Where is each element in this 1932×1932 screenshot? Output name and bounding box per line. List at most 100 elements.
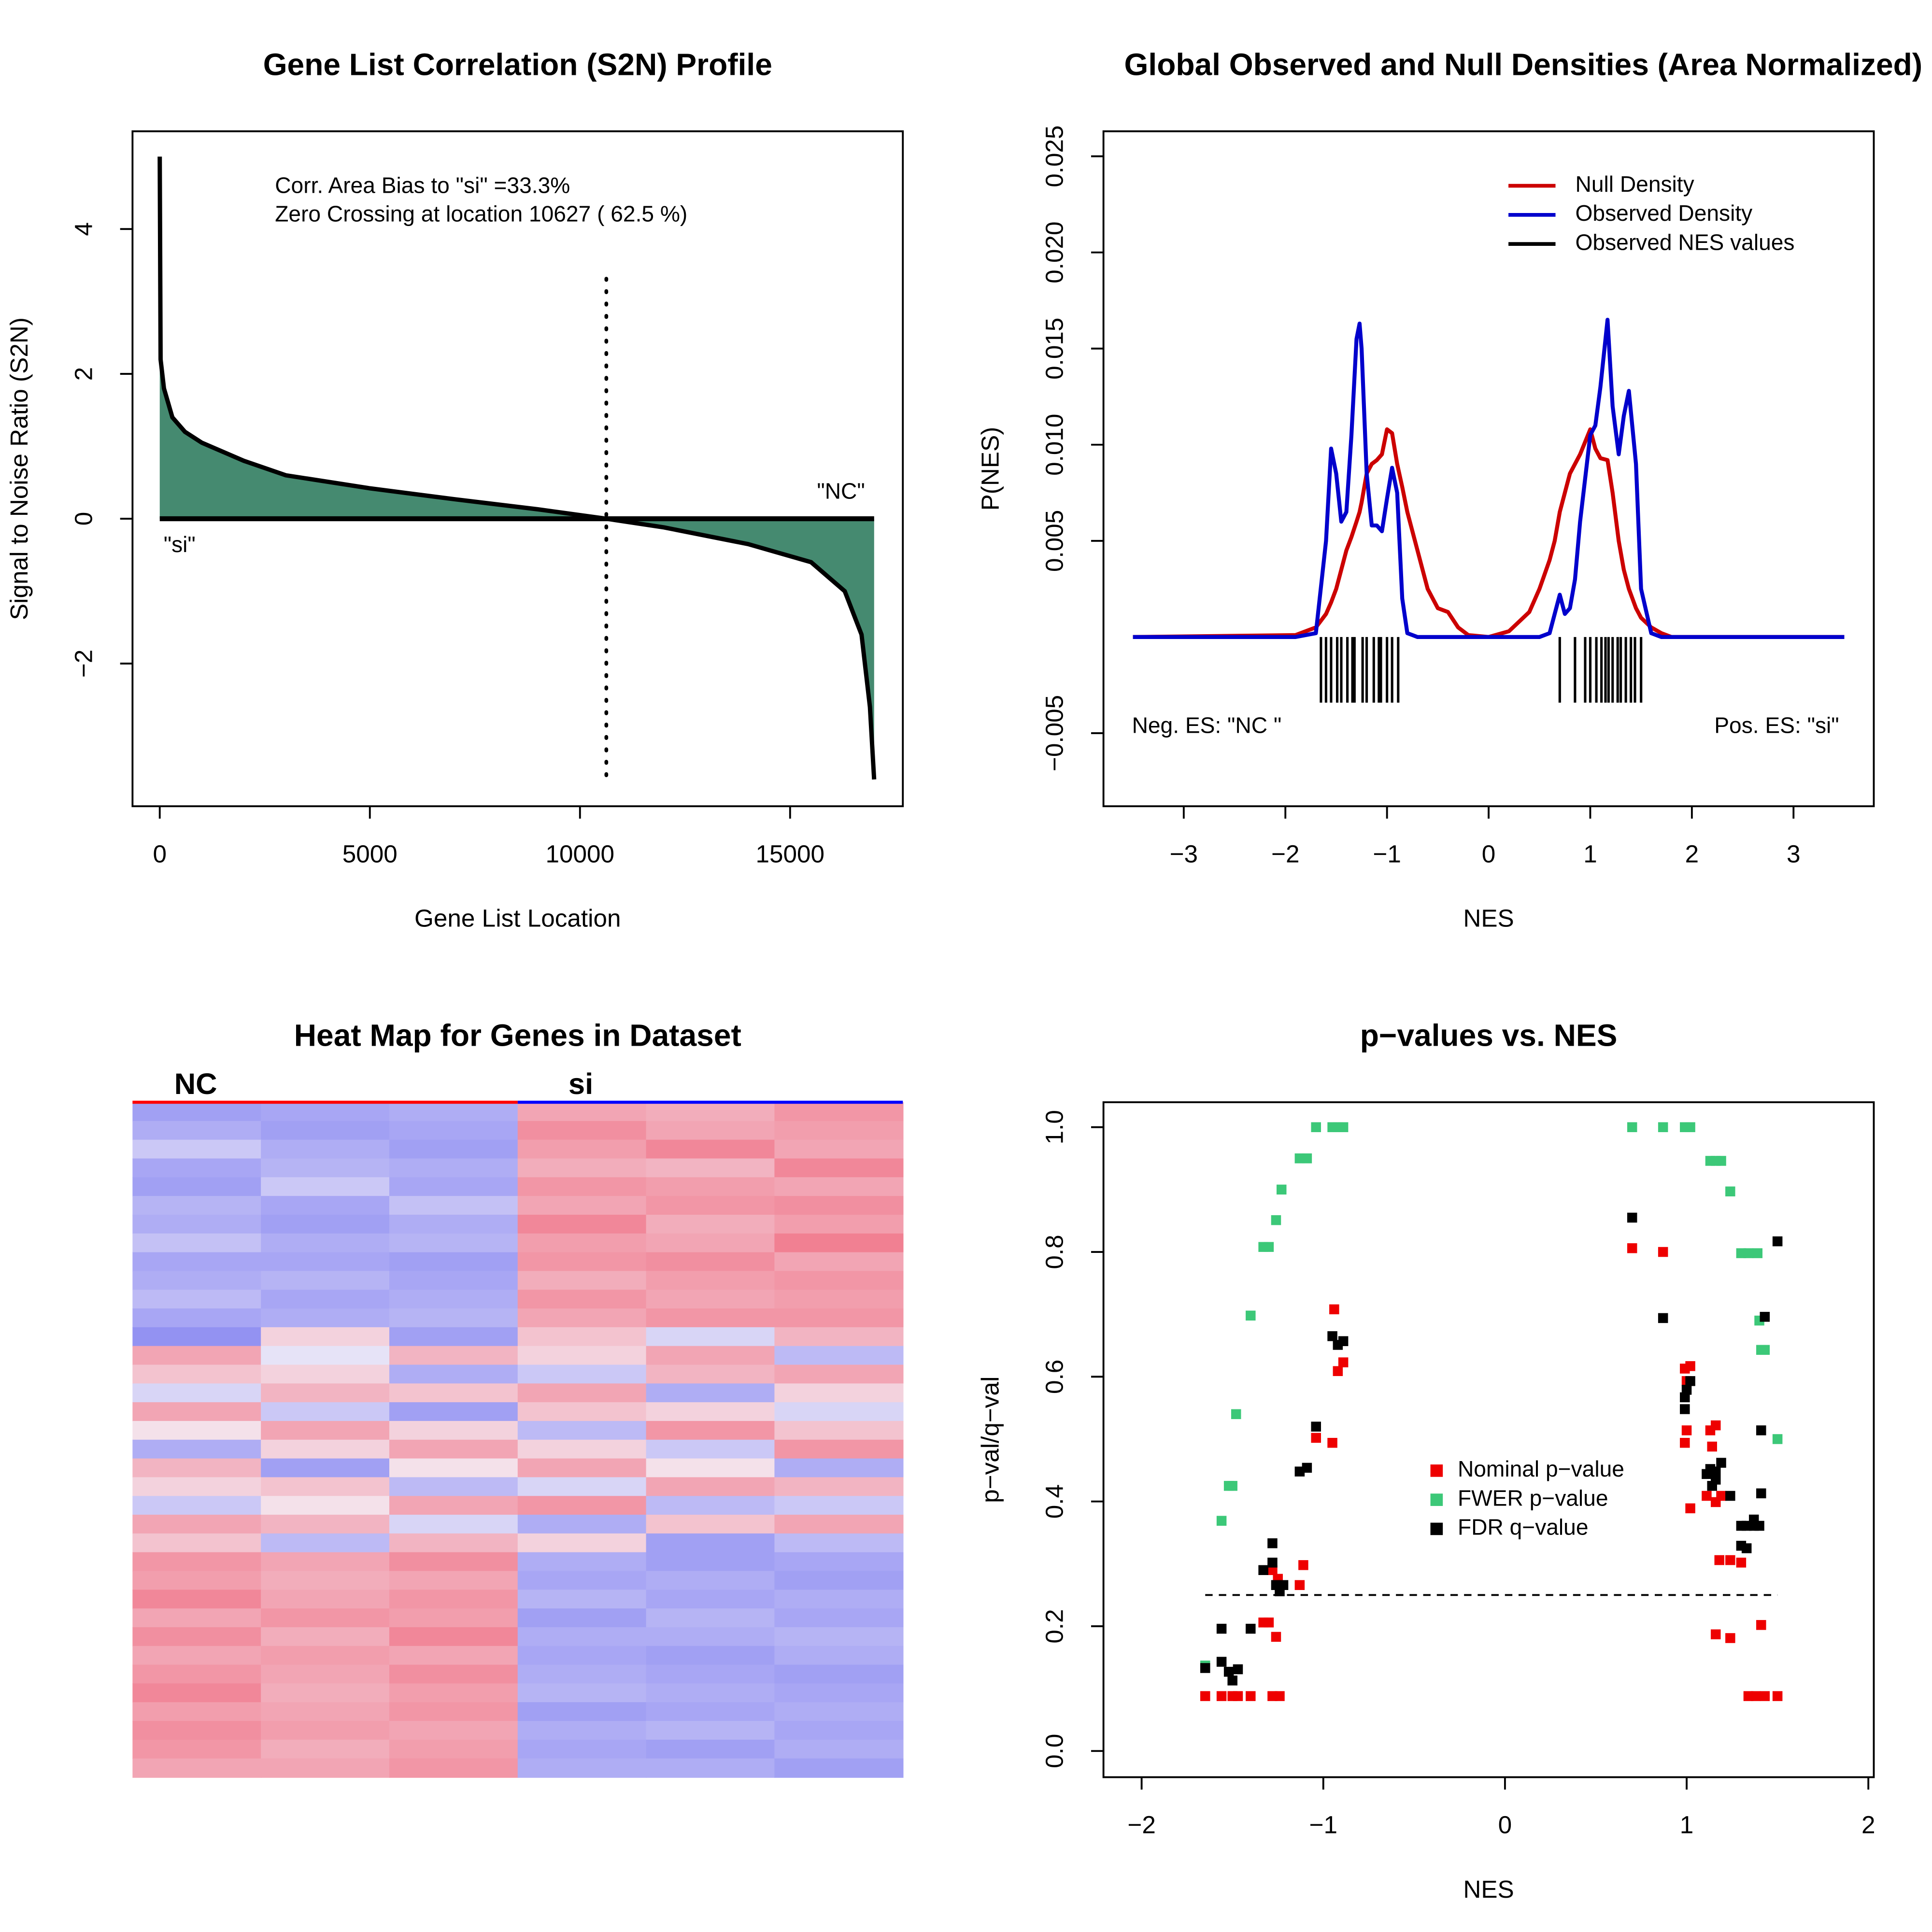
point — [1231, 1409, 1241, 1420]
legend-label: Observed NES values — [1576, 229, 1795, 255]
point — [1627, 1212, 1637, 1223]
heat-cell — [389, 1683, 519, 1703]
heat-cell — [517, 1739, 647, 1759]
point — [1707, 1441, 1717, 1452]
point — [1710, 1629, 1721, 1639]
heat-cell — [389, 1346, 519, 1365]
heat-cell — [261, 1721, 390, 1741]
heat-cell — [261, 1477, 390, 1497]
legend-label: FDR q−value — [1458, 1515, 1589, 1540]
heat-cell — [261, 1233, 390, 1253]
heat-cell — [389, 1721, 519, 1741]
x-axis-title: NES — [1463, 905, 1514, 932]
heat-cell — [774, 1327, 904, 1347]
heat-cell — [261, 1402, 390, 1422]
heat-cell — [261, 1421, 390, 1441]
legend-label: Observed Density — [1576, 200, 1753, 226]
heat-cell — [132, 1739, 262, 1759]
point — [1327, 1437, 1337, 1448]
point — [1258, 1565, 1268, 1575]
x-tick-label: 15000 — [756, 840, 825, 867]
heat-cell — [261, 1290, 390, 1309]
point — [1327, 1331, 1337, 1341]
x-axis-title: NES — [1463, 1875, 1514, 1903]
heat-cell — [389, 1196, 519, 1216]
heat-cell — [132, 1233, 262, 1253]
point — [1756, 1425, 1766, 1435]
x-tick-label: 0 — [153, 840, 167, 867]
heat-cell — [132, 1177, 262, 1197]
heat-cell — [132, 1102, 262, 1122]
heat-cell — [132, 1439, 262, 1459]
annotation: Pos. ES: "si" — [1714, 712, 1839, 738]
point — [1725, 1186, 1735, 1196]
heat-cell — [389, 1158, 519, 1178]
point — [1714, 1555, 1725, 1565]
density-line — [1133, 317, 1845, 639]
x-tick-label: −3 — [1170, 840, 1198, 867]
heat-cell — [646, 1214, 775, 1235]
heat-cell — [389, 1458, 519, 1478]
heat-cell — [774, 1458, 904, 1478]
heat-cell — [389, 1664, 519, 1684]
point — [1264, 1242, 1274, 1252]
legend-label: FWER p−value — [1458, 1485, 1608, 1510]
y-tick-label: 0.010 — [1041, 414, 1068, 476]
heat-cell — [389, 1214, 519, 1235]
heat-cell — [389, 1608, 519, 1628]
heat-cell — [261, 1327, 390, 1347]
point — [1278, 1580, 1289, 1590]
heat-cell — [646, 1496, 775, 1516]
heat-cell — [132, 1252, 262, 1272]
heat-cell — [774, 1683, 904, 1703]
point — [1658, 1313, 1668, 1323]
heat-cell — [389, 1252, 519, 1272]
heat-cell — [132, 1346, 262, 1365]
x-tick-label: 0 — [1482, 840, 1496, 867]
heat-cell — [517, 1214, 647, 1235]
y-tick-label: 0.8 — [1041, 1235, 1068, 1269]
heat-cell — [261, 1196, 390, 1216]
heat-cell — [646, 1364, 775, 1384]
heat-cell — [517, 1458, 647, 1478]
heat-cell — [132, 1158, 262, 1178]
point — [1680, 1392, 1690, 1403]
heat-cell — [646, 1608, 775, 1628]
point — [1716, 1156, 1726, 1166]
heat-cell — [517, 1327, 647, 1347]
x-tick-label: 1 — [1680, 1811, 1694, 1839]
heat-cell — [389, 1102, 519, 1122]
heat-cell — [517, 1102, 647, 1122]
heat-cell — [517, 1702, 647, 1722]
heat-cell — [646, 1139, 775, 1159]
heat-cell — [646, 1758, 775, 1778]
point — [1716, 1458, 1726, 1468]
legend-label: Nominal p−value — [1458, 1456, 1624, 1481]
point — [1685, 1361, 1695, 1371]
heat-cell — [261, 1383, 390, 1403]
point — [1200, 1691, 1210, 1701]
heat-cell — [517, 1158, 647, 1178]
heat-cell — [261, 1571, 390, 1591]
heat-cell — [389, 1646, 519, 1665]
heat-cell — [774, 1664, 904, 1684]
heat-cell — [389, 1496, 519, 1516]
point — [1685, 1376, 1695, 1386]
annotation: Zero Crossing at location 10627 ( 62.5 %… — [275, 201, 687, 226]
y-tick-label: 0.020 — [1041, 221, 1068, 283]
heat-cell — [261, 1177, 390, 1197]
point — [1338, 1357, 1349, 1367]
heat-cell — [389, 1421, 519, 1441]
point — [1227, 1481, 1237, 1491]
heat-cell — [261, 1139, 390, 1159]
heat-cell — [517, 1402, 647, 1422]
heat-cell — [517, 1421, 647, 1441]
heat-cell — [261, 1214, 390, 1235]
point — [1267, 1565, 1278, 1575]
heat-cell — [517, 1439, 647, 1459]
heat-cell — [517, 1308, 647, 1328]
point — [1658, 1122, 1668, 1132]
heat-cell — [389, 1739, 519, 1759]
heat-cell — [646, 1439, 775, 1459]
heat-cell — [517, 1177, 647, 1197]
